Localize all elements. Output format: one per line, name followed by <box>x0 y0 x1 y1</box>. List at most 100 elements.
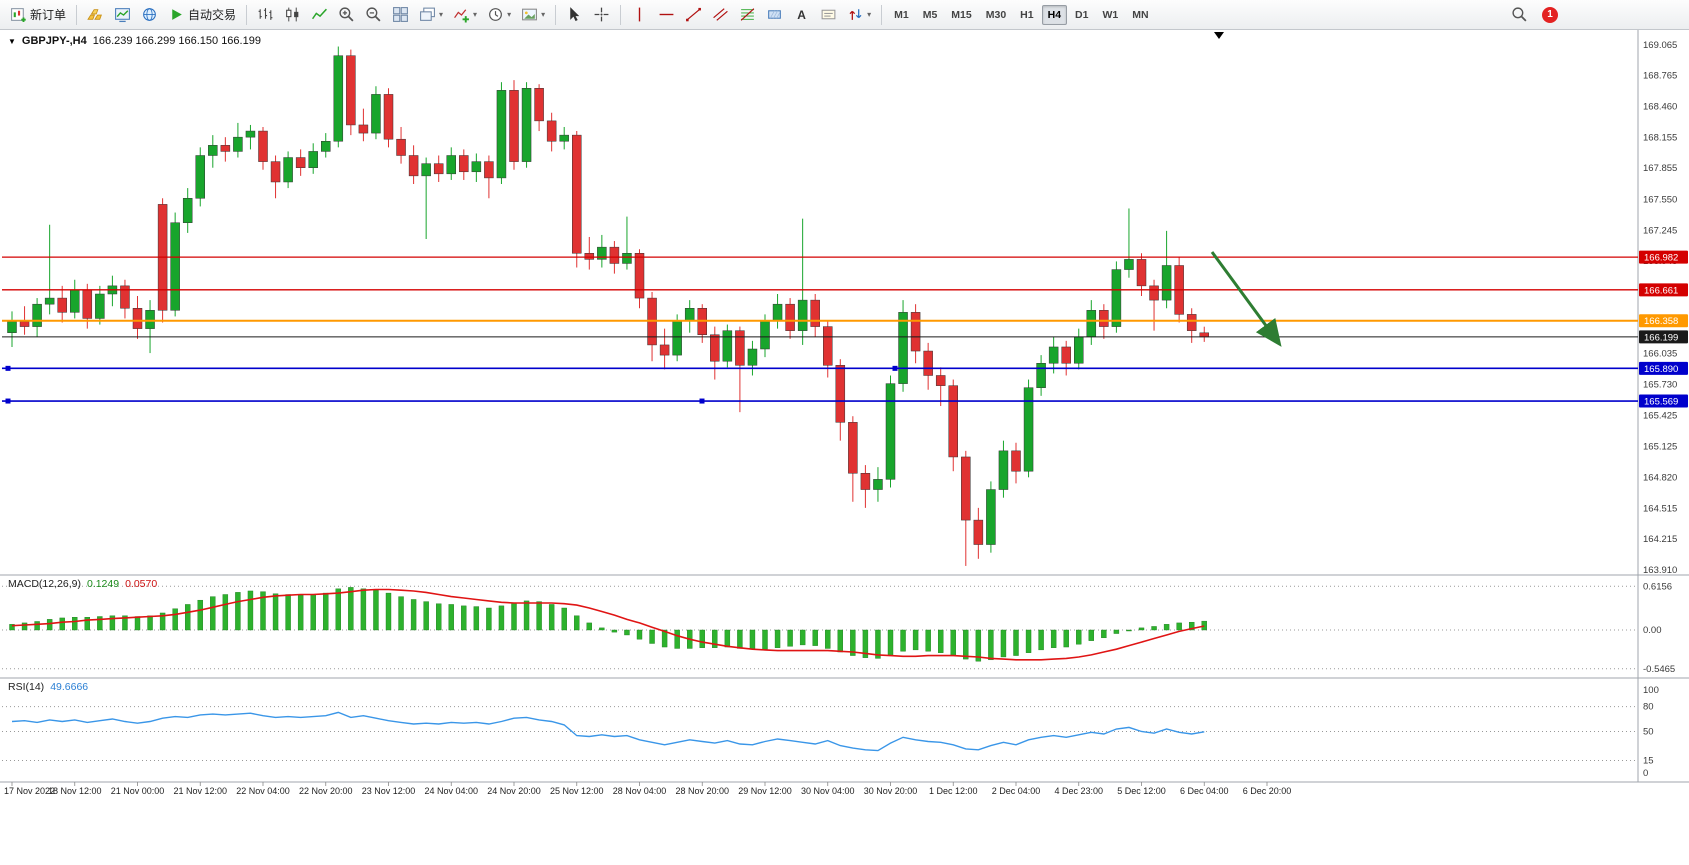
svg-text:168.155: 168.155 <box>1643 133 1677 144</box>
rsi-layer: 100 80 50 150 <box>2 685 1659 779</box>
tab-timeframe-d1[interactable]: D1 <box>1075 8 1089 21</box>
svg-text:21 Nov 00:00: 21 Nov 00:00 <box>111 786 165 796</box>
svg-text:6 Dec 20:00: 6 Dec 20:00 <box>1243 786 1292 796</box>
svg-text:166.358: 166.358 <box>1644 316 1678 327</box>
bar-chart-button[interactable] <box>253 3 278 27</box>
template-image-icon <box>522 8 538 21</box>
text-tool-icon: A <box>797 7 806 22</box>
tab-timeframe-m30[interactable]: M30 <box>985 8 1007 21</box>
chart-window-button[interactable] <box>110 3 135 27</box>
svg-text:165.890: 165.890 <box>1644 364 1678 375</box>
gold-bars-icon <box>87 9 102 20</box>
svg-text:22 Nov 20:00: 22 Nov 20:00 <box>299 786 353 796</box>
tab-timeframe-w1[interactable]: W1 <box>1102 8 1119 21</box>
svg-text:5 Dec 12:00: 5 Dec 12:00 <box>1117 786 1166 796</box>
price-badge <box>1639 283 1688 297</box>
svg-text:0.00: 0.00 <box>1643 625 1662 636</box>
line-handle[interactable] <box>5 365 11 371</box>
text-label-icon <box>821 9 836 20</box>
fibonacci-button[interactable] <box>735 3 760 27</box>
toolbar-separator <box>881 4 883 25</box>
rsi-value: 49.6666 <box>50 681 89 693</box>
line-chart-icon <box>312 8 327 20</box>
globe-icon <box>143 8 156 21</box>
macd-layer: 0.6156 0.00 -0.5465 <box>2 581 1675 675</box>
line-handle[interactable] <box>892 365 898 371</box>
clock-icon <box>489 8 502 21</box>
trend-arrow-annotation[interactable] <box>1210 251 1282 347</box>
new-order-button[interactable]: 新订单 <box>6 3 70 27</box>
svg-text:50: 50 <box>1643 727 1654 738</box>
svg-text:165.569: 165.569 <box>1644 397 1678 408</box>
tab-timeframe-m15[interactable]: M15 <box>951 8 972 21</box>
horizontal-line-icon <box>659 13 674 16</box>
chart-frame <box>0 30 1689 783</box>
symbol-period-label: GBPJPY-,H4 <box>21 35 87 47</box>
svg-text:166.661: 166.661 <box>1644 285 1678 296</box>
zoom-out-icon <box>366 7 381 22</box>
search-button[interactable] <box>1507 3 1532 27</box>
zoom-in-button[interactable] <box>334 3 359 27</box>
line-handle[interactable] <box>5 398 11 404</box>
tab-timeframe-mn[interactable]: MN <box>1132 8 1149 21</box>
tab-timeframe-h1[interactable]: H1 <box>1020 8 1034 21</box>
community-button[interactable] <box>137 3 162 27</box>
arrows-tool-button[interactable]: ▾ <box>843 3 875 27</box>
svg-text:168.765: 168.765 <box>1643 71 1677 82</box>
price-axis: 169.065 168.765 168.460 168.155 167.855 167.5… <box>1643 40 1677 576</box>
shift-marker[interactable] <box>1214 32 1224 39</box>
template-button[interactable]: ▾ <box>517 3 549 27</box>
trendline-icon <box>686 7 702 22</box>
period-button[interactable]: ▾ <box>483 3 515 27</box>
cascade-windows-button[interactable]: ▾ <box>415 3 447 27</box>
price-badge <box>1639 250 1688 264</box>
vertical-line-icon <box>638 7 641 22</box>
price-badge <box>1639 361 1688 375</box>
shapes-button[interactable] <box>762 3 787 27</box>
toolbar-separator <box>76 4 78 25</box>
toolbar-separator <box>246 4 248 25</box>
price-badge <box>1639 314 1688 328</box>
horizontal-line-button[interactable] <box>654 3 679 27</box>
label-tool-button[interactable] <box>816 3 841 27</box>
cursor-button[interactable] <box>562 3 587 27</box>
toolbar: 新订单 自动交易 <box>0 0 1689 30</box>
vertical-line-button[interactable] <box>627 3 652 27</box>
notification-count: 1 <box>1547 9 1553 20</box>
svg-text:25 Nov 12:00: 25 Nov 12:00 <box>550 786 604 796</box>
tab-timeframe-h4[interactable]: H4 <box>1041 4 1068 25</box>
svg-text:6 Dec 04:00: 6 Dec 04:00 <box>1180 786 1229 796</box>
rsi-header: RSI(14) 49.6666 <box>8 681 88 693</box>
candlestick-chart-button[interactable] <box>280 3 305 27</box>
svg-text:30 Nov 04:00: 30 Nov 04:00 <box>801 786 855 796</box>
new-order-icon <box>11 8 26 22</box>
horizontal-lines-layer[interactable] <box>2 256 1638 404</box>
notification-badge[interactable]: 1 <box>1542 6 1558 23</box>
svg-text:0.6156: 0.6156 <box>1643 581 1672 592</box>
market-watch-button[interactable] <box>83 3 108 27</box>
chart-canvas[interactable]: 169.065 168.765 168.460 168.155 167.855 167.5… <box>0 30 1689 865</box>
channel-button[interactable] <box>708 3 733 27</box>
fibonacci-icon <box>740 8 755 21</box>
line-handle[interactable] <box>699 398 705 404</box>
search-icon <box>1512 7 1527 22</box>
add-indicator-icon <box>454 9 469 23</box>
indicators-button[interactable]: ▾ <box>449 3 481 27</box>
svg-text:28 Nov 20:00: 28 Nov 20:00 <box>675 786 729 796</box>
tile-windows-button[interactable] <box>388 3 413 27</box>
zoom-out-button[interactable] <box>361 3 386 27</box>
trendline-button[interactable] <box>681 3 706 27</box>
crosshair-button[interactable] <box>589 3 614 27</box>
line-chart-button[interactable] <box>307 3 332 27</box>
crosshair-icon <box>594 7 609 22</box>
svg-text:23 Nov 12:00: 23 Nov 12:00 <box>362 786 416 796</box>
text-tool-button[interactable]: A <box>789 3 814 27</box>
tab-timeframe-m1[interactable]: M1 <box>894 8 909 21</box>
cascade-windows-icon <box>420 7 435 21</box>
macd-signal-line <box>11 588 1205 661</box>
rsi-line <box>11 711 1205 752</box>
autotrade-button[interactable]: 自动交易 <box>164 3 240 27</box>
svg-text:100: 100 <box>1643 685 1659 696</box>
tab-timeframe-m5[interactable]: M5 <box>922 8 938 21</box>
